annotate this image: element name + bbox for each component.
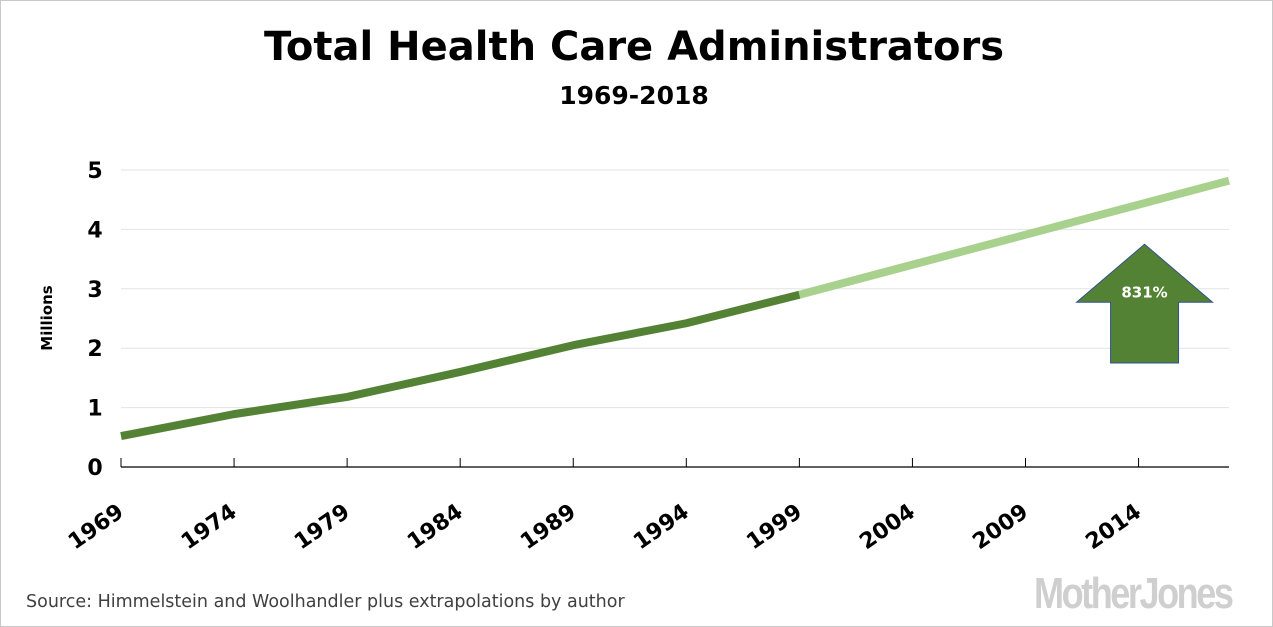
x-tick-label: 1974 — [177, 499, 241, 555]
chart-subtitle: 1969-2018 — [559, 81, 709, 110]
x-tick-label: 1979 — [290, 499, 354, 555]
source-note: Source: Himmelstein and Woolhandler plus… — [26, 592, 625, 612]
series-line-extrapolated — [798, 176, 1231, 299]
y-tick-label: 1 — [87, 397, 102, 422]
chart-title: Total Health Care Administrators — [264, 24, 1004, 70]
x-tick-label: 1989 — [516, 499, 580, 555]
y-tick-label: 3 — [87, 278, 102, 303]
y-tick-label: 0 — [87, 456, 102, 481]
x-tick-label: 1984 — [403, 499, 467, 555]
x-tick-label: 2014 — [1081, 499, 1145, 555]
y-axis-label: Millions — [38, 285, 56, 350]
mother-jones-logo: MotherJones — [1034, 569, 1234, 618]
x-tick-label: 2009 — [968, 499, 1032, 555]
y-tick-label: 5 — [87, 159, 102, 184]
increase-arrow-icon — [1075, 243, 1214, 364]
x-tick-label: 1994 — [629, 499, 693, 555]
x-tick-label: 1969 — [64, 499, 128, 555]
x-tick-label: 1999 — [742, 499, 806, 555]
y-tick-label: 2 — [87, 337, 102, 362]
series-line-actual — [120, 290, 801, 441]
arrow-annotation-label: 831% — [1121, 283, 1167, 301]
y-tick-label: 4 — [87, 218, 102, 243]
x-tick-label: 2004 — [855, 499, 919, 555]
